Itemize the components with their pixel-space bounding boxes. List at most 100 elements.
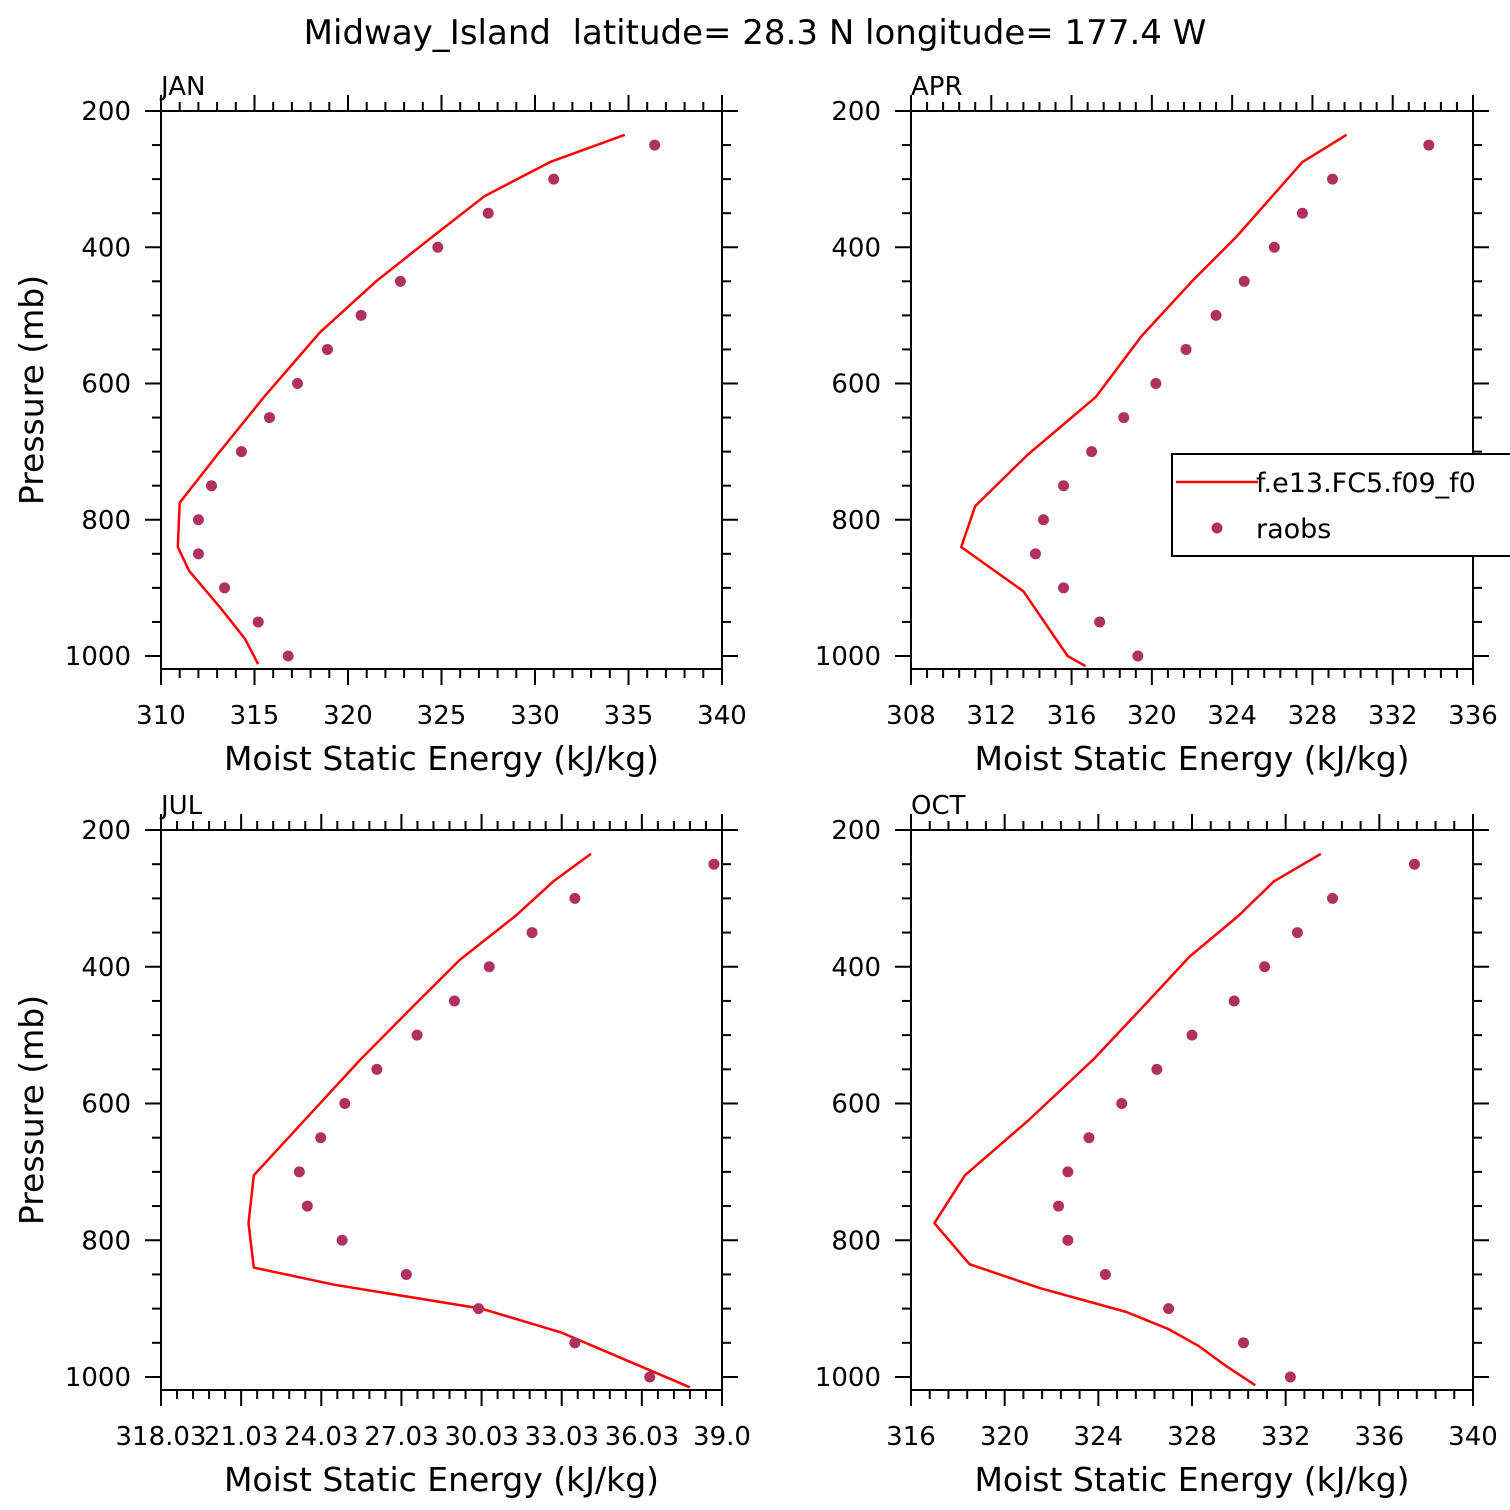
legend-marker-swatch (1211, 522, 1223, 534)
oct-xtick-label: 328 (1167, 1422, 1217, 1452)
jul-xtick-label: 36.03 (605, 1422, 679, 1452)
oct-ytick-label: 800 (831, 1226, 881, 1256)
apr-raobs-point (1423, 139, 1435, 151)
jul-xtick-label: 24.03 (284, 1422, 358, 1452)
jul-ytick-label: 400 (81, 953, 131, 983)
oct-ytick-label: 400 (831, 953, 881, 983)
oct-xtick-label: 332 (1261, 1422, 1311, 1452)
oct-raobs-point (1408, 858, 1420, 870)
oct-xtick-label: 320 (980, 1422, 1030, 1452)
jan-raobs-point (252, 616, 264, 628)
apr-raobs-point (1238, 275, 1250, 287)
oct-panel-title: OCT (911, 791, 966, 821)
jan-ytick-label: 800 (81, 506, 131, 536)
jul-raobs-point (371, 1063, 383, 1075)
apr-raobs-point (1086, 446, 1098, 458)
jan-series-group (176, 133, 661, 665)
jul-raobs-point (336, 1234, 348, 1246)
apr-xtick-label: 308 (886, 701, 936, 731)
jan-ytick-label: 1000 (65, 642, 131, 672)
apr-xtick-label: 328 (1288, 701, 1338, 731)
oct-xtick-label: 340 (1448, 1422, 1498, 1452)
oct-raobs-point (1291, 927, 1303, 939)
oct-raobs-point (1327, 892, 1338, 904)
jan-raobs-point (192, 548, 204, 560)
jan-ytick-label: 600 (81, 370, 131, 400)
apr-raobs-point (1037, 514, 1049, 526)
apr-raobs-point (1132, 650, 1144, 662)
apr-x-axis-label: Moist Static Energy (kJ/kg) (974, 739, 1409, 778)
jul-series-group (247, 852, 720, 1389)
jul-xtick-label: 33.03 (524, 1422, 598, 1452)
jul-y-axis-label: Pressure (mb) (12, 995, 51, 1225)
jan-raobs-point (649, 139, 661, 151)
jul-raobs-point (301, 1200, 313, 1212)
oct-raobs-point (1083, 1132, 1095, 1144)
jan-raobs-point (321, 343, 333, 355)
jan-plot-frame (160, 110, 723, 670)
jul-raobs-point (339, 1098, 351, 1109)
jan-model-line (176, 133, 626, 665)
jan-raobs-point (355, 309, 367, 321)
oct-raobs-point (1163, 1303, 1175, 1315)
jul-ytick-label: 200 (81, 816, 131, 846)
oct-xtick-label: 324 (1074, 1422, 1124, 1452)
jan-xtick-label: 330 (510, 701, 560, 731)
apr-model-line (959, 133, 1348, 668)
jan-raobs-point (205, 480, 217, 492)
jan-xtick-label: 340 (697, 701, 747, 731)
jul-raobs-point (483, 961, 495, 973)
oct-xtick-label: 316 (886, 1422, 936, 1452)
legend-box (1171, 453, 1510, 557)
jan-ytick-label: 200 (81, 97, 131, 127)
apr-raobs-point (1058, 480, 1070, 492)
oct-raobs-point (1116, 1098, 1128, 1109)
apr-xtick-label: 332 (1368, 701, 1418, 731)
jan-raobs-point (282, 650, 294, 662)
apr-raobs-point (1210, 309, 1222, 321)
apr-xtick-label: 316 (1047, 701, 1097, 731)
apr-raobs-point (1296, 207, 1308, 219)
apr-ytick-label: 800 (831, 506, 881, 536)
apr-ytick-label: 200 (831, 97, 881, 127)
jul-x-axis-label: Moist Static Energy (kJ/kg) (224, 1460, 659, 1499)
jul-panel-title: JUL (159, 791, 203, 821)
jan-raobs-point (394, 275, 406, 287)
jul-ytick-label: 800 (81, 1226, 131, 1256)
legend-label-model: f.e13.FC5.f09_f0 (1256, 468, 1476, 499)
jul-raobs-point (448, 995, 460, 1007)
oct-raobs-point (1284, 1371, 1296, 1383)
jul-xtick-label: 21.03 (204, 1422, 278, 1452)
oct-raobs-point (1259, 961, 1271, 973)
jul-raobs-point (411, 1029, 423, 1041)
jul-raobs-point (293, 1166, 305, 1178)
oct-raobs-point (1186, 1029, 1198, 1041)
oct-series-group (933, 852, 1420, 1387)
apr-panel-title: APR (911, 72, 963, 102)
jan-xtick-label: 325 (417, 701, 467, 731)
apr-ytick-label: 1000 (815, 642, 881, 672)
apr-raobs-point (1118, 412, 1130, 424)
jul-model-line (247, 852, 691, 1389)
apr-series-group (959, 133, 1435, 668)
apr-xtick-label: 312 (966, 701, 1016, 731)
oct-ytick-label: 600 (831, 1090, 881, 1120)
jan-raobs-point (235, 446, 247, 458)
jan-xtick-label: 310 (136, 701, 186, 731)
oct-xtick-label: 336 (1355, 1422, 1405, 1452)
legend-label-raobs: raobs (1256, 514, 1331, 545)
jul-raobs-point (400, 1268, 412, 1280)
apr-xtick-label: 320 (1127, 701, 1177, 731)
jul-ytick-label: 600 (81, 1090, 131, 1120)
oct-raobs-point (1228, 995, 1240, 1007)
jul-xtick-label: 27.03 (364, 1422, 438, 1452)
jan-xtick-label: 315 (230, 701, 280, 731)
apr-raobs-point (1058, 582, 1070, 594)
jan-xtick-label: 320 (323, 701, 373, 731)
apr-raobs-point (1150, 378, 1162, 389)
